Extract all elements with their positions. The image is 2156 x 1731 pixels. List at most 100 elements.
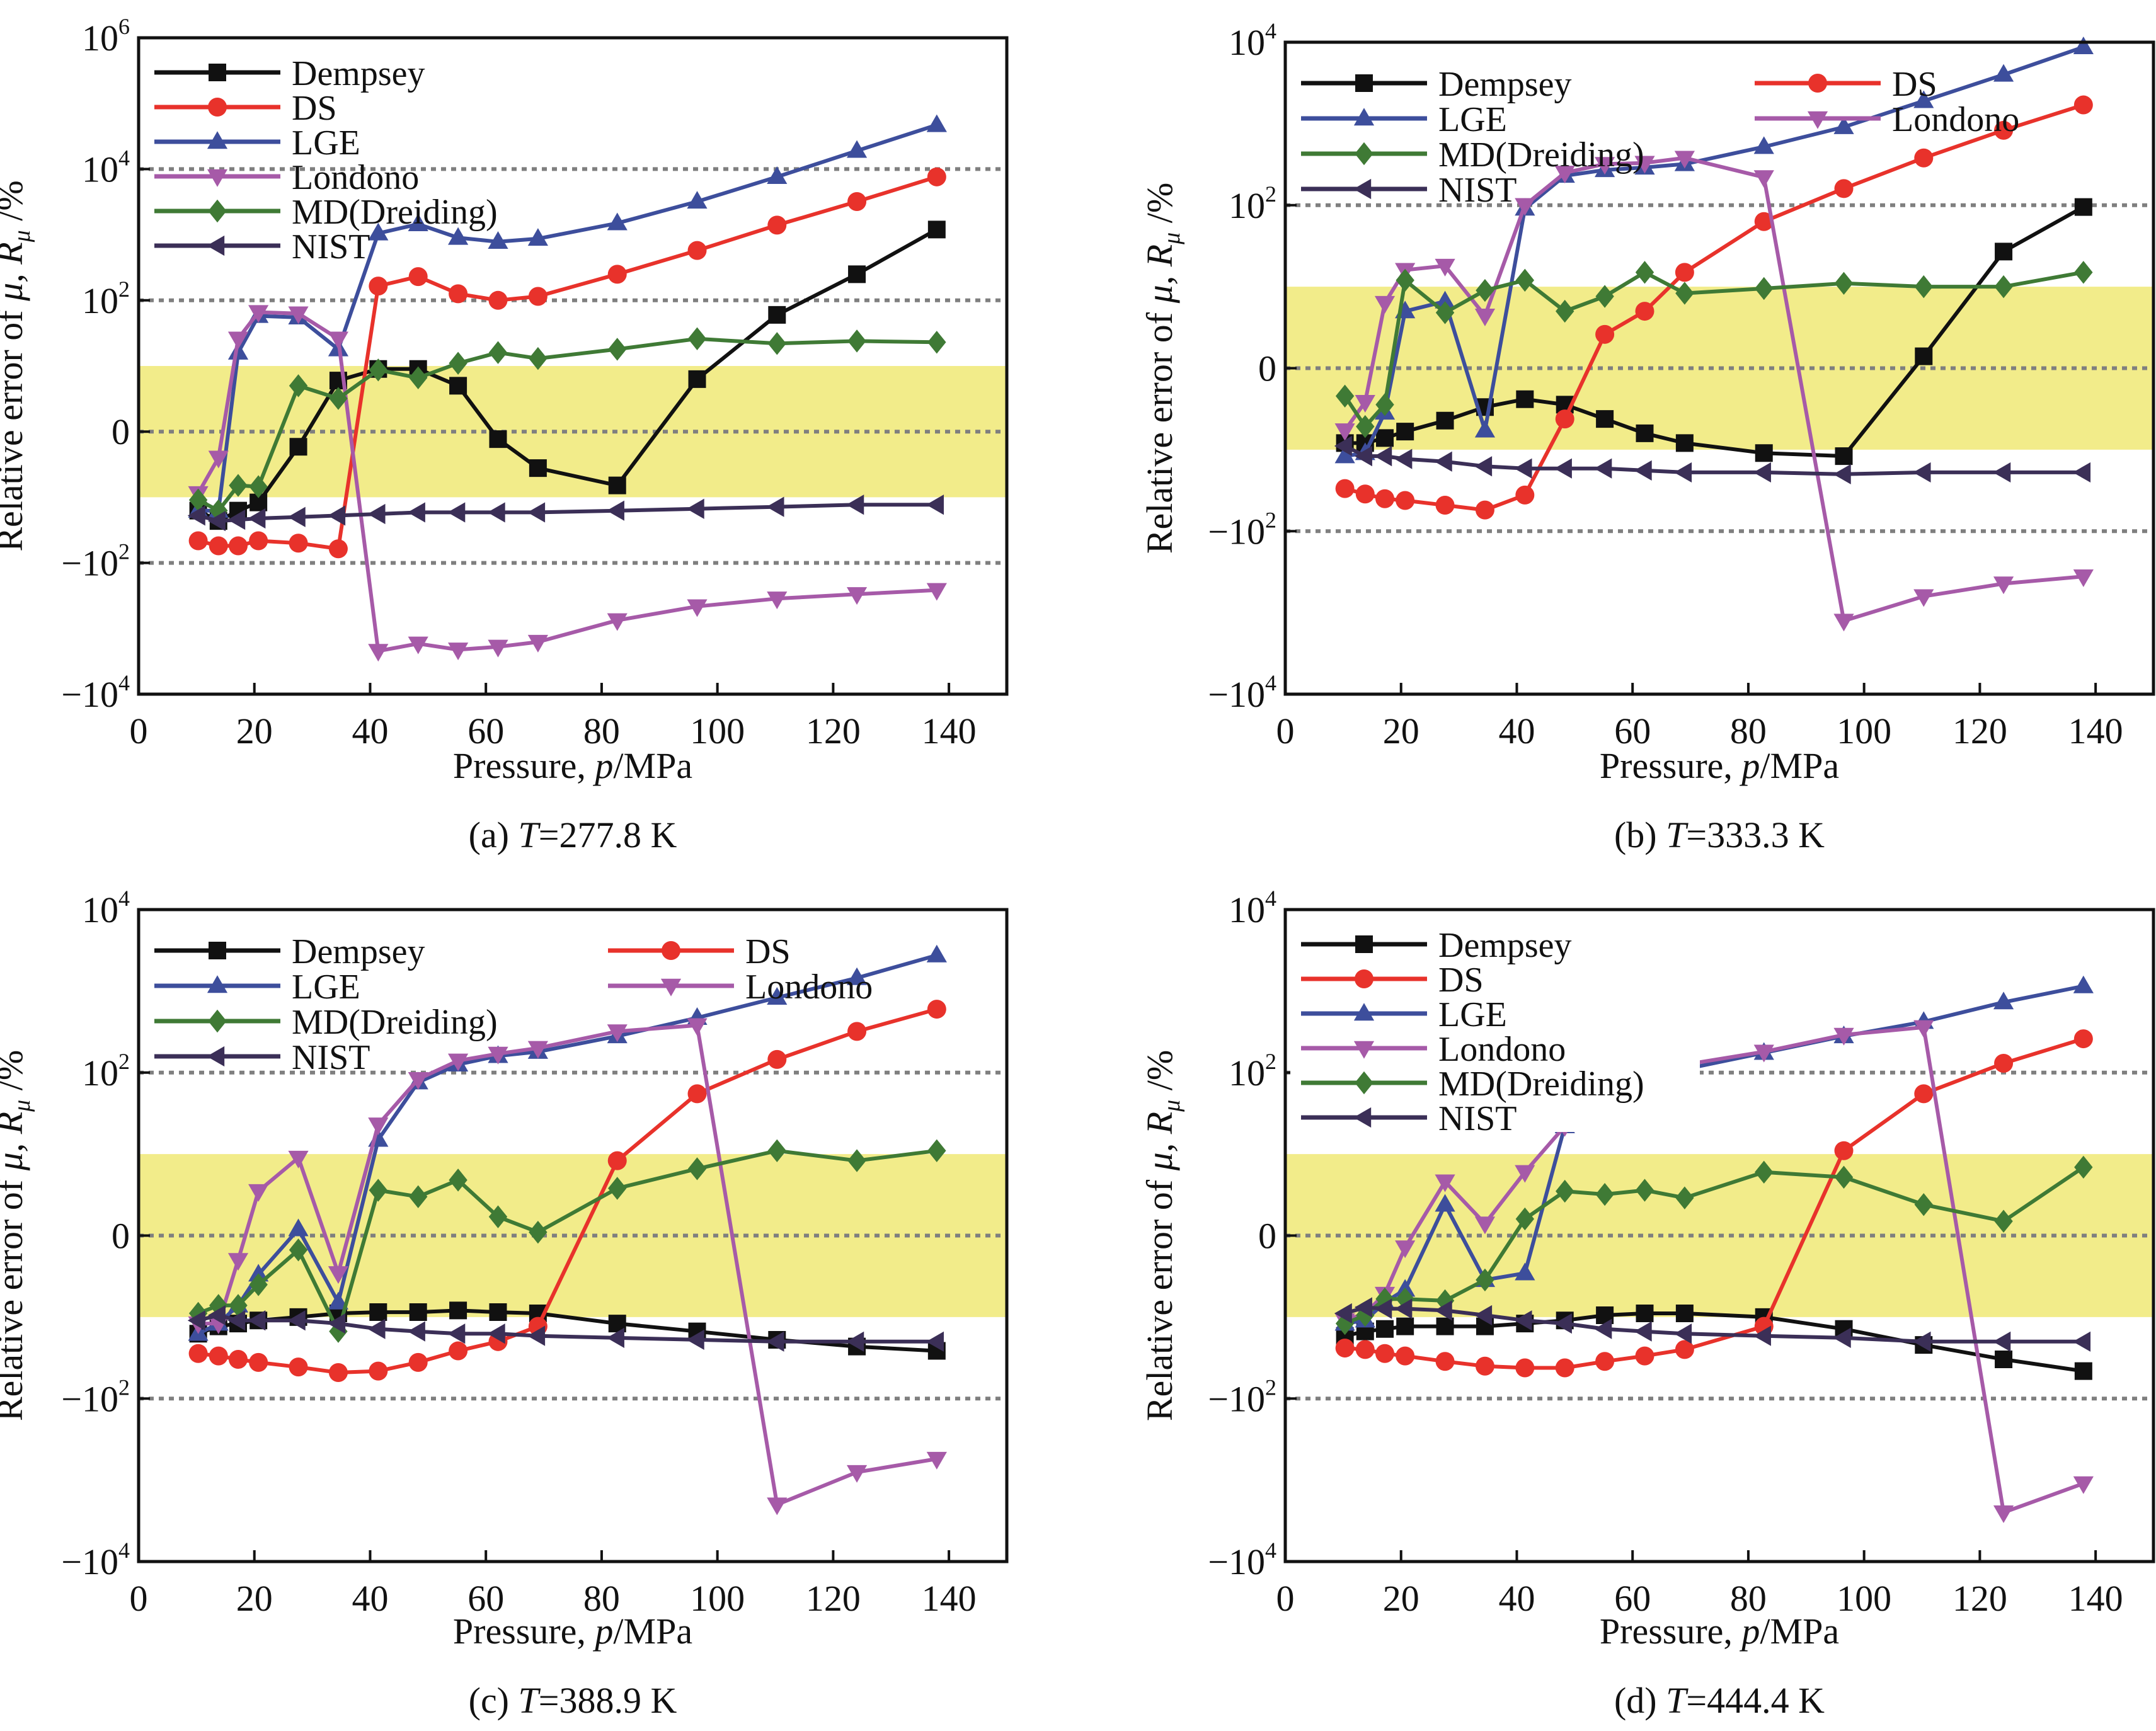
data-point (1435, 496, 1455, 515)
data-point (1355, 394, 1375, 413)
data-point (529, 346, 548, 370)
data-point (1354, 1297, 1372, 1318)
data-point (846, 1331, 864, 1352)
x-tick-label: 60 (1614, 1578, 1651, 1619)
legend-marker-icon (1353, 1107, 1372, 1128)
data-point (369, 358, 388, 382)
data-point (249, 475, 268, 498)
data-point (207, 510, 226, 532)
data-point (187, 505, 205, 526)
data-point (1335, 479, 1355, 498)
data-point (1634, 1321, 1652, 1342)
data-point (1833, 464, 1851, 484)
legend-item: Dempsey (154, 932, 425, 971)
data-point (1914, 275, 1933, 299)
data-point (687, 1018, 708, 1036)
data-point (1635, 261, 1654, 284)
data-point (687, 191, 708, 209)
legend-item: MD(Dreiding) (1301, 135, 1644, 174)
legend-label: Dempsey (292, 932, 425, 971)
x-tick-label: 0 (1276, 711, 1295, 751)
data-point (1834, 1141, 1854, 1160)
data-point (1436, 411, 1454, 430)
legend-item: DS (154, 89, 337, 128)
data-point (289, 1357, 308, 1377)
data-point (688, 370, 706, 388)
data-point (607, 613, 628, 631)
data-point (1515, 268, 1535, 292)
x-tick-label: 120 (1952, 1578, 2007, 1619)
data-point (846, 967, 868, 985)
series-ds (1335, 95, 2093, 520)
data-point (1913, 1331, 1931, 1352)
data-point (1674, 151, 1695, 169)
data-point (686, 498, 704, 519)
series-line (197, 1313, 937, 1344)
x-tick-label: 80 (583, 711, 620, 751)
data-point (328, 505, 346, 526)
data-point (1833, 1027, 1854, 1046)
data-point (1515, 1165, 1535, 1183)
data-point (487, 1323, 505, 1344)
legend-marker-icon (207, 131, 228, 149)
legend-item: DS (608, 932, 791, 971)
legend-label: NIST (1438, 1099, 1517, 1138)
data-point (1434, 1300, 1452, 1321)
series-line (1344, 1311, 2084, 1373)
data-point (1355, 1340, 1375, 1359)
data-point (1834, 271, 1854, 295)
series-line (197, 336, 937, 513)
data-point (1334, 435, 1352, 457)
data-point (1375, 489, 1395, 508)
data-point (287, 1310, 306, 1331)
legend-label: MD(Dreiding) (292, 193, 498, 232)
x-tick-label: 20 (236, 711, 273, 751)
legend-item: LGE (1301, 100, 1507, 139)
data-point (188, 531, 208, 551)
data-point (188, 488, 208, 511)
data-point (1375, 1344, 1395, 1363)
data-point (289, 1238, 308, 1262)
data-point (848, 265, 866, 283)
data-point (847, 191, 867, 211)
legend-label: LGE (292, 123, 360, 163)
data-point (1554, 1313, 1572, 1334)
data-point (288, 306, 309, 324)
data-point (1635, 302, 1654, 321)
data-point (1753, 136, 1774, 154)
x-axis-title: Pressure, p/MPa (453, 745, 692, 786)
data-point (328, 539, 348, 559)
data-point (1914, 1193, 1933, 1216)
x-tick-label: 80 (583, 1578, 620, 1619)
data-point (1595, 1182, 1614, 1206)
series-line (196, 310, 937, 653)
data-point (1993, 1331, 2011, 1352)
y-tick-label: −104 (61, 670, 130, 715)
data-point (227, 331, 249, 350)
series-lge (1334, 37, 2094, 464)
data-point (1474, 456, 1493, 477)
legend-item: LGE (1301, 995, 1507, 1034)
legend-marker-icon (207, 1046, 225, 1067)
data-point (209, 1346, 228, 1366)
data-point (328, 1313, 346, 1334)
data-point (328, 331, 349, 350)
data-point (1914, 1084, 1934, 1104)
legend-label: Londono (745, 968, 873, 1007)
data-point (767, 1139, 786, 1162)
legend-item: LGE (154, 123, 360, 163)
y-tick-label: −102 (1208, 507, 1276, 552)
y-tick-label: 102 (82, 1049, 130, 1094)
data-point (229, 474, 248, 497)
x-tick-label: 140 (2068, 1578, 2123, 1619)
data-point (1514, 458, 1532, 479)
series-line (197, 174, 938, 551)
series-md-dreiding (1335, 261, 2093, 438)
data-point (248, 305, 269, 323)
data-point (2073, 569, 2094, 588)
series-nist (187, 1305, 944, 1352)
data-point (1334, 445, 1355, 464)
data-point (449, 351, 467, 375)
x-tick-label: 120 (1952, 711, 2007, 751)
x-tick-label: 140 (922, 1578, 977, 1619)
